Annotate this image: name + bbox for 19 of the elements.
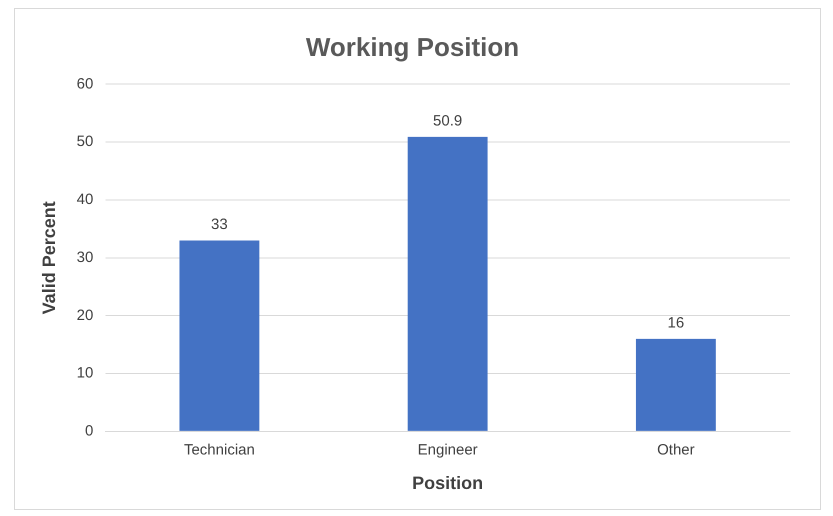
y-axis-title: Valid Percent bbox=[38, 201, 59, 314]
y-tick-label: 30 bbox=[76, 248, 94, 266]
data-label: 50.9 bbox=[433, 112, 462, 130]
x-tick-label: Other bbox=[657, 442, 695, 459]
y-tick-label: 50 bbox=[76, 133, 94, 150]
chart-title: Working Position bbox=[306, 32, 520, 62]
y-tick-label: 0 bbox=[84, 422, 94, 440]
bar bbox=[636, 338, 716, 431]
bar bbox=[179, 240, 260, 431]
x-axis-title: Position bbox=[412, 473, 484, 494]
y-tick-label: 40 bbox=[76, 191, 94, 208]
y-tick-label: 20 bbox=[76, 306, 94, 324]
x-tick-label: Engineer bbox=[418, 442, 478, 459]
x-tick-label: Technician bbox=[184, 442, 255, 459]
data-label: 33 bbox=[211, 216, 228, 234]
y-tick-label: 10 bbox=[76, 364, 94, 382]
data-label: 16 bbox=[668, 314, 684, 332]
bar bbox=[408, 136, 488, 431]
y-tick-label: 60 bbox=[76, 75, 94, 92]
